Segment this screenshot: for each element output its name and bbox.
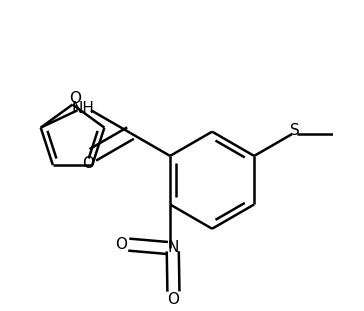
Text: O: O: [69, 91, 81, 106]
Text: O: O: [167, 292, 179, 307]
Text: NH: NH: [71, 101, 94, 116]
Text: O: O: [115, 237, 127, 252]
Text: S: S: [290, 123, 300, 138]
Text: O: O: [82, 156, 94, 171]
Text: N: N: [167, 240, 178, 255]
